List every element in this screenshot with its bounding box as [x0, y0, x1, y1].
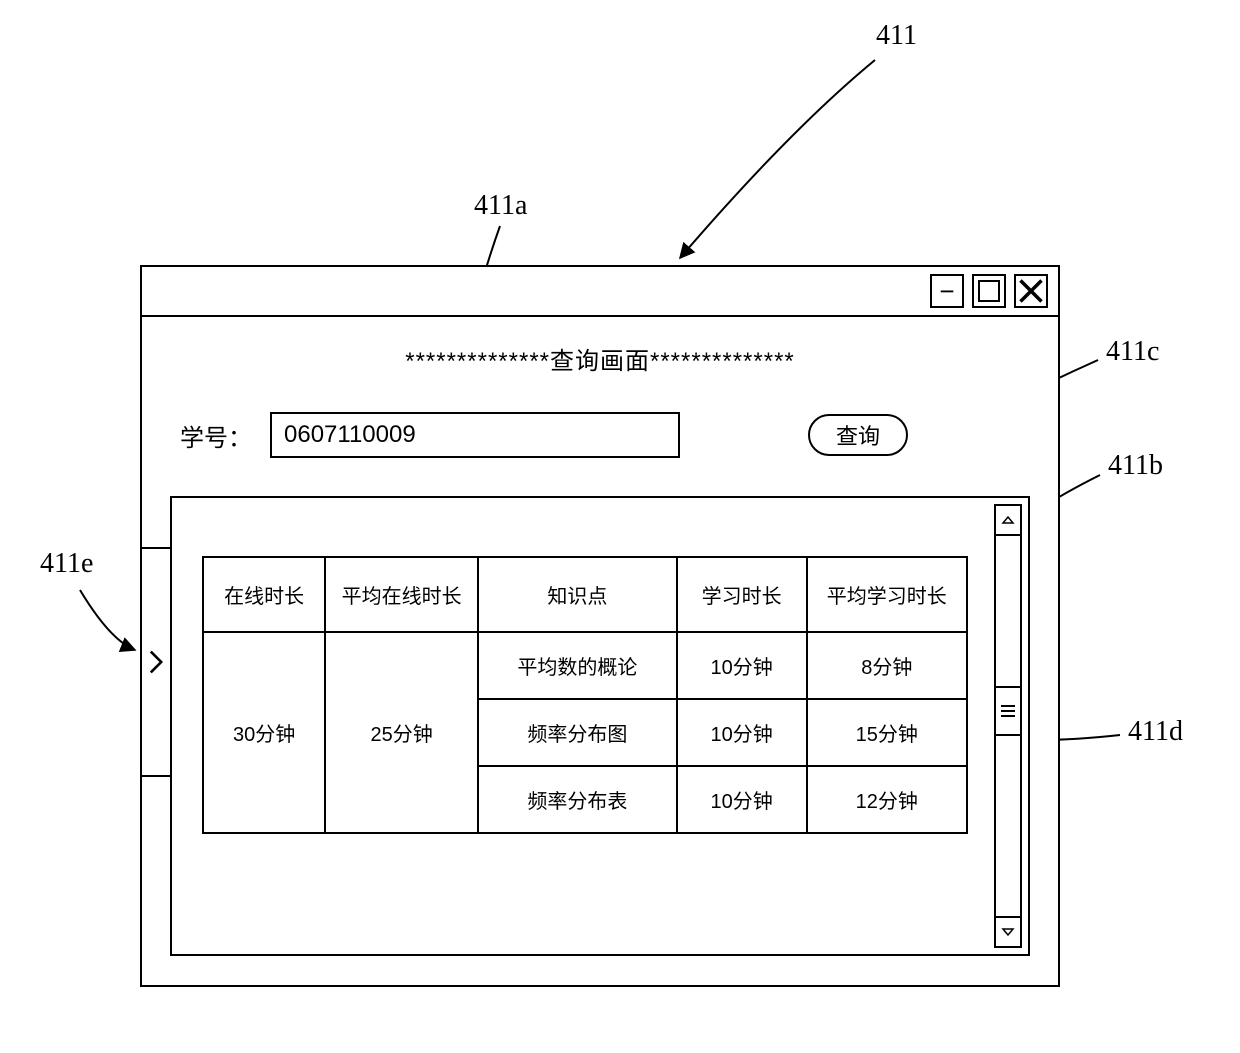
minimize-button[interactable] — [930, 274, 964, 308]
cell-study: 10分钟 — [677, 632, 807, 699]
cell-topic: 平均数的概论 — [478, 632, 677, 699]
scroll-down-arrow[interactable] — [996, 916, 1020, 946]
cell-study: 10分钟 — [677, 699, 807, 766]
cell-avg-study: 15分钟 — [807, 699, 967, 766]
cell-online-duration: 30分钟 — [203, 632, 325, 833]
student-id-label: 学号： — [180, 418, 252, 453]
callout-411d: 411d — [1128, 716, 1183, 748]
callout-411: 411 — [876, 20, 917, 52]
screen-title: **************查询画面************** — [170, 341, 1030, 376]
col-avg-study-duration: 平均学习时长 — [807, 557, 967, 632]
callout-411b: 411b — [1108, 450, 1163, 482]
callout-411a: 411a — [474, 190, 527, 222]
results-panel: 在线时长 平均在线时长 知识点 学习时长 平均学习时长 30分钟 25分钟 平均… — [170, 496, 1030, 956]
cell-topic: 频率分布表 — [478, 766, 677, 833]
col-topic: 知识点 — [478, 557, 677, 632]
vertical-scrollbar[interactable] — [994, 504, 1022, 948]
maximize-button[interactable] — [972, 274, 1006, 308]
student-id-input[interactable]: 0607110009 — [270, 412, 680, 458]
window-body: **************查询画面************** 学号： 060… — [142, 317, 1058, 956]
cell-avg-online-duration: 25分钟 — [325, 632, 478, 833]
callout-411c: 411c — [1106, 336, 1159, 368]
table-header-row: 在线时长 平均在线时长 知识点 学习时长 平均学习时长 — [203, 557, 967, 632]
cell-avg-study: 12分钟 — [807, 766, 967, 833]
cell-topic: 频率分布图 — [478, 699, 677, 766]
scroll-up-arrow[interactable] — [996, 506, 1020, 536]
query-window: **************查询画面************** 学号： 060… — [140, 265, 1060, 987]
side-expand-tab[interactable] — [140, 547, 172, 777]
table-row: 30分钟 25分钟 平均数的概论 10分钟 8分钟 — [203, 632, 967, 699]
close-button[interactable] — [1014, 274, 1048, 308]
search-row: 学号： 0607110009 查询 — [170, 412, 1030, 458]
col-online-duration: 在线时长 — [203, 557, 325, 632]
cell-study: 10分钟 — [677, 766, 807, 833]
scroll-track[interactable] — [996, 536, 1020, 916]
query-button[interactable]: 查询 — [808, 414, 908, 456]
col-avg-online-duration: 平均在线时长 — [325, 557, 478, 632]
cell-avg-study: 8分钟 — [807, 632, 967, 699]
results-table: 在线时长 平均在线时长 知识点 学习时长 平均学习时长 30分钟 25分钟 平均… — [202, 556, 968, 834]
results-table-wrap: 在线时长 平均在线时长 知识点 学习时长 平均学习时长 30分钟 25分钟 平均… — [202, 556, 968, 834]
window-titlebar — [142, 267, 1058, 317]
callout-411e: 411e — [40, 548, 93, 580]
col-study-duration: 学习时长 — [677, 557, 807, 632]
scroll-thumb[interactable] — [994, 686, 1022, 736]
